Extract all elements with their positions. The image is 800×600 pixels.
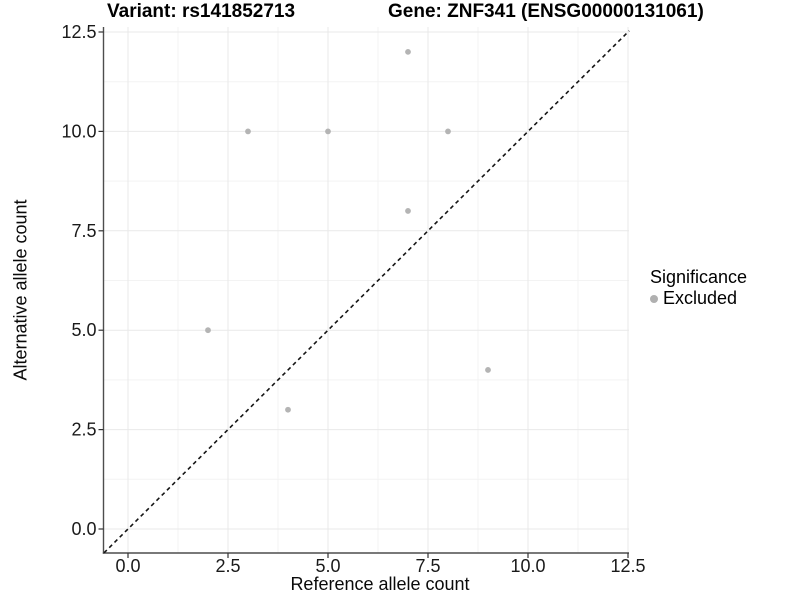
data-point [325, 128, 331, 135]
legend: Significance Excluded [650, 267, 747, 309]
data-point [245, 128, 251, 135]
data-point [485, 367, 491, 373]
y-tick-label: 12.5 [61, 22, 96, 42]
x-tick-label: 0.0 [115, 556, 140, 576]
x-tick-label: 2.5 [215, 556, 240, 576]
x-tick-label: 10.0 [510, 556, 545, 576]
legend-item-label: Excluded [663, 288, 738, 308]
y-tick-label: 0.0 [71, 519, 96, 539]
x-tick-label: 12.5 [610, 556, 645, 576]
plot-title-variant: Variant: rs141852713 [107, 1, 296, 22]
x-axis-title: Reference allele count [290, 574, 470, 594]
x-tick-label: 7.5 [415, 556, 440, 576]
y-tick-label: 10.0 [61, 121, 96, 141]
data-point [285, 406, 291, 413]
data-point [445, 128, 451, 135]
y-tick-label: 7.5 [71, 221, 96, 241]
y-tick-label: 2.5 [71, 420, 96, 440]
legend-title: Significance [650, 267, 748, 287]
legend-item-excluded: Excluded [650, 288, 747, 309]
data-point [205, 327, 211, 334]
identity-line [103, 30, 630, 554]
x-tick-label: 5.0 [315, 556, 340, 576]
y-tick-label: 5.0 [71, 320, 96, 340]
plot-title-gene: Gene: ZNF341 (ENSG00000131061) [388, 1, 704, 22]
legend-key-dot-icon [650, 294, 658, 303]
data-point [405, 48, 411, 55]
data-point [405, 208, 411, 214]
